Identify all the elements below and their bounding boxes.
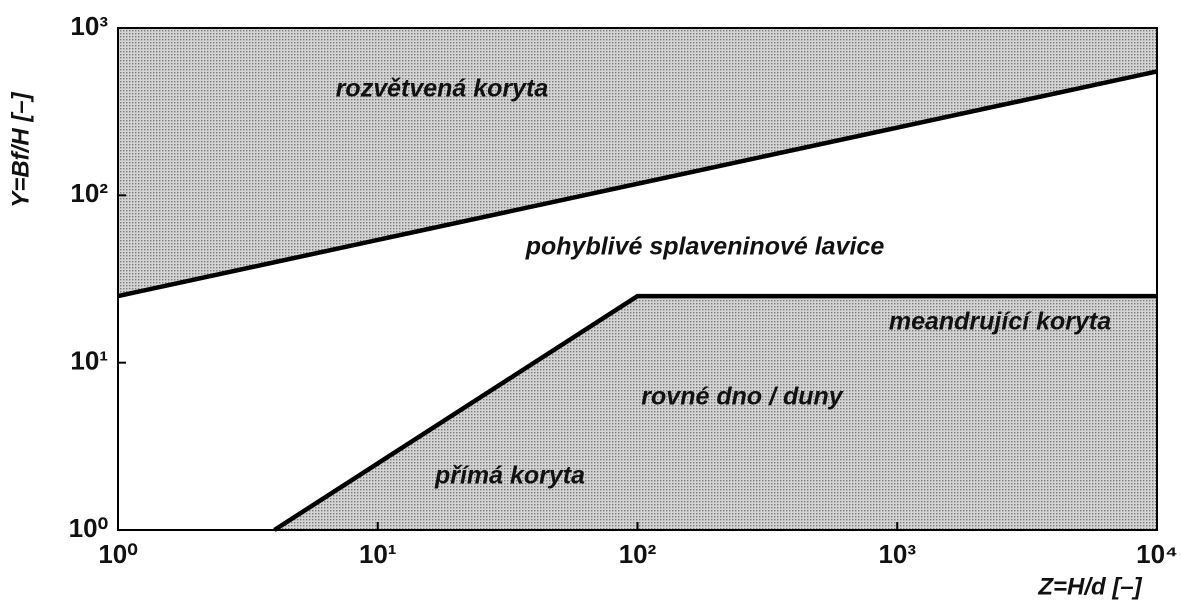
y-tick-label: 10² [70, 178, 108, 208]
x-tick-label: 10¹ [359, 539, 397, 569]
region-label: meandrující koryta [889, 308, 1111, 336]
boundary-line [273, 293, 1157, 532]
y-axis-label: Y=Bf/H [–] [7, 91, 34, 207]
x-tick-label: 10² [619, 539, 657, 569]
region-label: rozvětvená koryta [336, 75, 549, 103]
y-tick-label: 10⁰ [69, 513, 108, 543]
y-tick-label: 10³ [70, 11, 108, 41]
region-label: rovné dno / duny [641, 383, 843, 411]
region-label: pohyblivé splaveninové lavice [525, 233, 885, 261]
x-axis-label: Z=H/d [–] [1037, 573, 1142, 600]
region-fill [274, 296, 1157, 530]
x-tick-label: 10⁴ [1136, 539, 1178, 569]
boundary-line [117, 69, 1158, 299]
x-tick-label: 10⁰ [98, 539, 137, 569]
y-tick-label: 10¹ [70, 346, 108, 376]
x-tick-label: 10³ [878, 539, 916, 569]
region-fill [118, 28, 1157, 297]
region-label: přímá koryta [434, 462, 585, 490]
